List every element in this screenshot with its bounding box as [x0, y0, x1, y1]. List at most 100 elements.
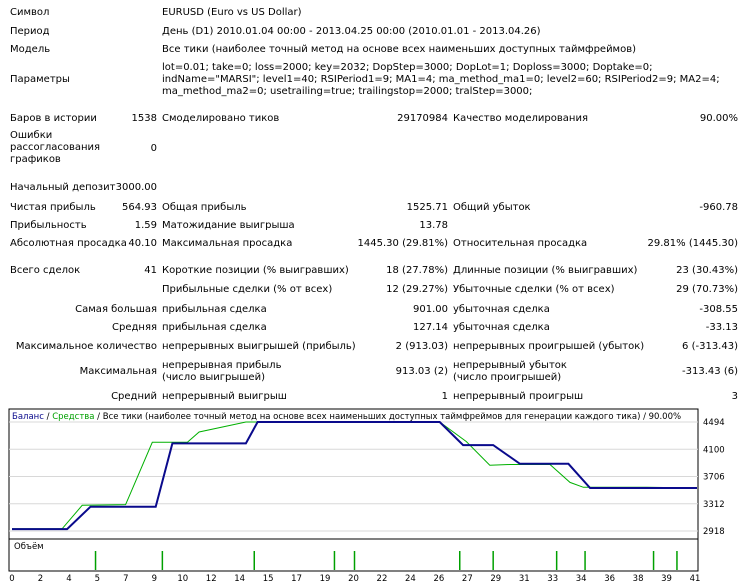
- gross-profit-label: Общая прибыль: [162, 202, 247, 213]
- largest-profit-value: 901.00: [413, 304, 448, 315]
- errors-label: Ошибки рассогласования графиков: [10, 130, 101, 165]
- expected-payoff-value: 13.78: [419, 220, 448, 231]
- avg-loss-value: -33.13: [705, 322, 738, 333]
- x-tick-label: 31: [519, 574, 530, 584]
- symbol-label: Символ: [10, 7, 50, 18]
- x-tick-label: 41: [690, 574, 701, 584]
- x-tick-label: 20: [348, 574, 359, 584]
- x-tick-label: 15: [263, 574, 274, 584]
- short-positions-label: Короткие позиции (% выигравших): [162, 265, 349, 276]
- errors-value: 0: [150, 143, 157, 154]
- max-losses-value: 6 (-313.43): [682, 341, 738, 352]
- long-positions-label: Длинные позиции (% выигравших): [453, 265, 638, 276]
- profit-trades-value: 12 (29.27%): [386, 284, 448, 295]
- gross-profit-value: 1525.71: [406, 202, 448, 213]
- x-tick-label: 12: [206, 574, 217, 584]
- avg-losses-value: 3: [731, 391, 738, 402]
- max-profit-value: 913.03 (2): [395, 366, 448, 377]
- x-tick-label: 38: [633, 574, 644, 584]
- largest-profit-label: прибыльная сделка: [162, 304, 267, 315]
- x-tick-label: 33: [547, 574, 558, 584]
- profit-factor-value: 1.59: [134, 220, 157, 231]
- x-tick-label: 19: [320, 574, 331, 584]
- model-label: Модель: [10, 44, 51, 55]
- average-label: Средняя: [112, 322, 157, 333]
- y-tick-label: 2918: [703, 527, 725, 537]
- x-tick-label: 36: [604, 574, 615, 584]
- maximal-label: Максимальная: [79, 366, 157, 377]
- x-tick-label: 24: [405, 574, 416, 584]
- total-trades-label: Всего сделок: [10, 265, 81, 276]
- net-profit-label: Чистая прибыль: [10, 202, 96, 213]
- loss-trades-value: 29 (70.73%): [676, 284, 738, 295]
- net-profit-value: 564.93: [122, 202, 157, 213]
- profit-trades-label: Прибыльные сделки (% от всех): [162, 284, 333, 295]
- deposit-label: Начальный депозит: [10, 182, 116, 193]
- series-line: [12, 421, 697, 531]
- symbol-value: EURUSD (Euro vs US Dollar): [162, 7, 302, 18]
- profit-factor-label: Прибыльность: [10, 220, 87, 231]
- y-tick-label: 4494: [703, 418, 725, 428]
- avg-profit-label: прибыльная сделка: [162, 322, 267, 333]
- model-value: Все тики (наиболее точный метод на основ…: [162, 44, 637, 55]
- long-positions-value: 23 (30.43%): [676, 265, 738, 276]
- avg-wins-label: непрерывный выигрыш: [162, 391, 287, 402]
- rel-drawdown-value: 29.81% (1445.30): [647, 238, 738, 249]
- volume-label: Объём: [14, 542, 44, 552]
- balance-chart: Баланс / Средства / Все тики (наиболее т…: [8, 408, 725, 584]
- loss-trades-label: Убыточные сделки (% от всех): [453, 284, 615, 295]
- x-tick-label: 29: [490, 574, 501, 584]
- legend-separator: /: [44, 412, 52, 422]
- deposit-value: 3000.00: [115, 182, 157, 193]
- abs-drawdown-label: Абсолютная просадка: [10, 238, 127, 249]
- params-value: lot=0.01; take=0; loss=2000; key=2032; D…: [162, 62, 720, 97]
- y-tick-label: 3312: [703, 500, 725, 510]
- x-tick-label: 27: [462, 574, 473, 584]
- x-tick-label: 4: [66, 574, 71, 584]
- quality-label: Качество моделирования: [453, 113, 588, 124]
- legend-text: Баланс / Средства / Все тики (наиболее т…: [12, 412, 681, 422]
- bars-label: Баров в истории: [10, 113, 97, 124]
- max-drawdown-value: 1445.30 (29.81%): [357, 238, 448, 249]
- avg-consecutive-label: Средний: [111, 391, 157, 402]
- x-tick-label: 34: [576, 574, 587, 584]
- abs-drawdown-value: 40.10: [128, 238, 157, 249]
- largest-loss-value: -308.55: [699, 304, 738, 315]
- largest-label: Самая большая: [75, 304, 157, 315]
- total-trades-value: 41: [144, 265, 157, 276]
- x-tick-label: 26: [433, 574, 444, 584]
- volume-bars: [94, 551, 678, 570]
- params-label: Параметры: [10, 74, 70, 85]
- legend-description: / Все тики (наиболее точный метод на осн…: [94, 412, 681, 422]
- max-count-label: Максимальное количество: [15, 341, 157, 352]
- volume-frame: [8, 538, 699, 572]
- x-tick-label: 7: [123, 574, 128, 584]
- x-tick-label: 39: [661, 574, 672, 584]
- y-tick-label: 3706: [703, 473, 725, 483]
- bars-value: 1538: [131, 113, 157, 124]
- x-tick-label: 22: [377, 574, 388, 584]
- avg-profit-value: 127.14: [413, 322, 448, 333]
- x-axis-ticks: 0 2 4 5 7 9 10 12 14 15 17 19 20 22 24 26 27 29 31 33 34 36 38…: [9, 574, 700, 584]
- x-tick-label: 0: [9, 574, 14, 584]
- max-profit-label: непрерывная прибыль (число выигрышей): [162, 360, 282, 383]
- quality-value: 90.00%: [699, 113, 738, 124]
- y-tick-label: 4100: [703, 445, 725, 455]
- legend-balance: Баланс: [12, 412, 44, 422]
- ticks-label: Смоделировано тиков: [162, 113, 280, 124]
- ticks-value: 29170984: [397, 113, 448, 124]
- chart-series: [12, 421, 698, 531]
- x-tick-label: 14: [234, 574, 245, 584]
- expected-payoff-label: Матожидание выигрыша: [162, 220, 295, 231]
- period-label: Период: [10, 26, 50, 37]
- chart-frame: [8, 408, 699, 540]
- max-wins-value: 2 (913.03): [395, 341, 448, 352]
- max-wins-label: непрерывных выигрышей (прибыль): [162, 341, 356, 352]
- y-axis-ticks: 4494 4100 3706 3312 2918: [703, 418, 725, 537]
- short-positions-value: 18 (27.78%): [386, 265, 448, 276]
- x-tick-label: 10: [177, 574, 188, 584]
- x-tick-label: 17: [291, 574, 302, 584]
- largest-loss-label: убыточная сделка: [453, 304, 550, 315]
- max-losses-label: непрерывных проигрышей (убыток): [453, 341, 645, 352]
- avg-wins-value: 1: [441, 391, 448, 402]
